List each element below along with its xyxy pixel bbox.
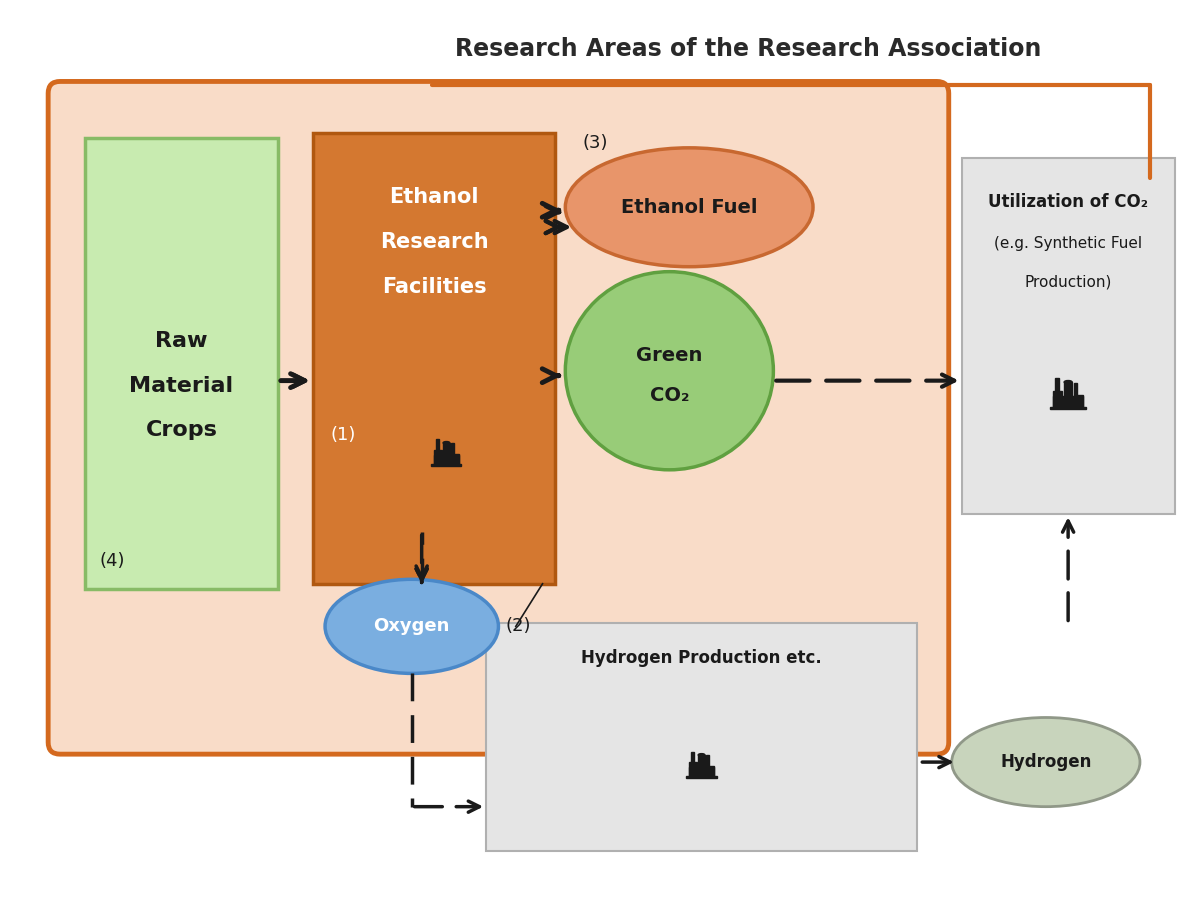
Ellipse shape [698,753,704,756]
Bar [698,755,704,776]
Bar [707,766,714,776]
Bar [961,158,1175,515]
Text: Raw: Raw [155,331,208,351]
Bar [1064,382,1072,407]
Bar [1055,378,1060,395]
Bar [686,776,716,778]
Text: (1): (1) [330,426,356,444]
Bar [1074,382,1078,395]
Bar [1054,391,1062,407]
Text: Hydrogen Production etc.: Hydrogen Production etc. [581,649,822,667]
Bar [1054,396,1082,407]
Ellipse shape [443,442,450,445]
Ellipse shape [325,580,498,673]
Text: Facilities: Facilities [382,276,486,296]
Bar [707,755,709,766]
Text: (e.g. Synthetic Fuel: (e.g. Synthetic Fuel [994,237,1142,251]
Bar [431,464,462,466]
Text: Green: Green [636,346,702,365]
Text: (2): (2) [506,617,532,635]
Ellipse shape [1064,381,1072,383]
Bar [451,443,455,454]
Text: CO₂: CO₂ [649,386,689,405]
Text: (4): (4) [100,552,125,570]
Text: Ethanol: Ethanol [389,187,479,207]
FancyBboxPatch shape [48,81,949,754]
Ellipse shape [952,717,1140,806]
Bar [313,133,556,584]
Bar [1050,407,1086,410]
Text: Oxygen: Oxygen [373,617,450,635]
Text: Research: Research [379,232,488,252]
Ellipse shape [565,148,814,266]
Text: Hydrogen: Hydrogen [1000,753,1092,771]
Text: Research Areas of the Research Association: Research Areas of the Research Associati… [456,37,1042,61]
Bar [691,752,694,766]
Bar [443,443,450,464]
Bar [436,439,439,454]
Bar [434,454,458,464]
Bar [486,624,917,851]
Bar [689,767,714,776]
Bar [451,454,458,464]
Text: Crops: Crops [145,420,217,440]
Text: Production): Production) [1025,274,1112,289]
Text: Material: Material [130,375,234,396]
Ellipse shape [565,272,773,470]
Bar [689,762,697,776]
Bar [1074,395,1082,407]
Text: Ethanol Fuel: Ethanol Fuel [620,198,757,217]
Bar [85,138,278,589]
Bar [434,450,442,464]
Text: Utilization of CO₂: Utilization of CO₂ [988,194,1148,212]
Text: (3): (3) [582,134,607,152]
